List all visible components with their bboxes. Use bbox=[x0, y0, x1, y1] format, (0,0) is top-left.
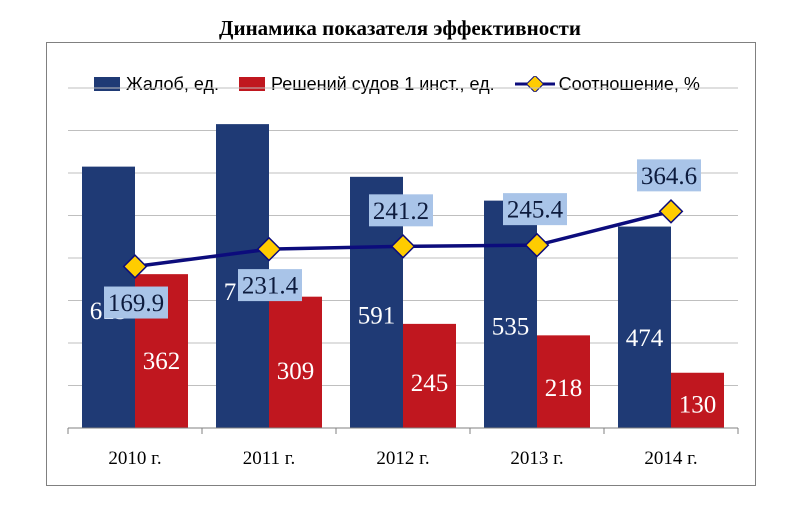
data-label-ratio: 241.2 bbox=[373, 198, 429, 225]
ratio-marker bbox=[658, 198, 684, 224]
data-label-ratio: 245.4 bbox=[507, 197, 564, 224]
ratio-label-bg bbox=[369, 194, 433, 227]
bar-complaints bbox=[484, 200, 537, 428]
data-label-decisions: 362 bbox=[143, 348, 181, 375]
data-label-ratio: 169.9 bbox=[108, 290, 164, 317]
data-label-decisions: 245 bbox=[411, 370, 449, 397]
bar-decisions bbox=[671, 372, 724, 428]
ratio-marker bbox=[524, 232, 550, 258]
data-label-ratio: 231.4 bbox=[242, 273, 299, 300]
ratio-label-bg bbox=[503, 193, 567, 226]
ratio-label-bg bbox=[238, 269, 302, 302]
data-label-decisions: 130 bbox=[679, 391, 717, 418]
bar-decisions bbox=[403, 323, 456, 428]
data-label-complaints: 535 bbox=[492, 313, 530, 340]
data-label-decisions: 218 bbox=[545, 375, 583, 402]
ratio-marker bbox=[390, 233, 416, 259]
bar-decisions bbox=[537, 335, 590, 428]
ratio-label-bg bbox=[104, 286, 168, 319]
data-label-ratio: 364.6 bbox=[641, 163, 697, 190]
chart-frame bbox=[46, 42, 756, 486]
data-label-complaints: 591 bbox=[358, 303, 396, 330]
x-tick-label: 2013 г. bbox=[510, 448, 563, 469]
ratio-marker bbox=[256, 236, 282, 262]
bar-complaints bbox=[618, 226, 671, 428]
data-label-decisions: 309 bbox=[277, 358, 315, 385]
x-tick-label: 2010 г. bbox=[108, 448, 161, 469]
chart-title: Динамика показателя эффективности bbox=[219, 16, 581, 40]
x-tick-label: 2014 г. bbox=[644, 448, 697, 469]
ratio-label-bg bbox=[637, 159, 701, 192]
x-tick-label: 2011 г. bbox=[243, 448, 295, 469]
x-tick-label: 2012 г. bbox=[376, 448, 429, 469]
data-label-complaints: 474 bbox=[626, 325, 664, 352]
bar-decisions bbox=[269, 296, 322, 428]
ratio-marker bbox=[122, 254, 148, 279]
